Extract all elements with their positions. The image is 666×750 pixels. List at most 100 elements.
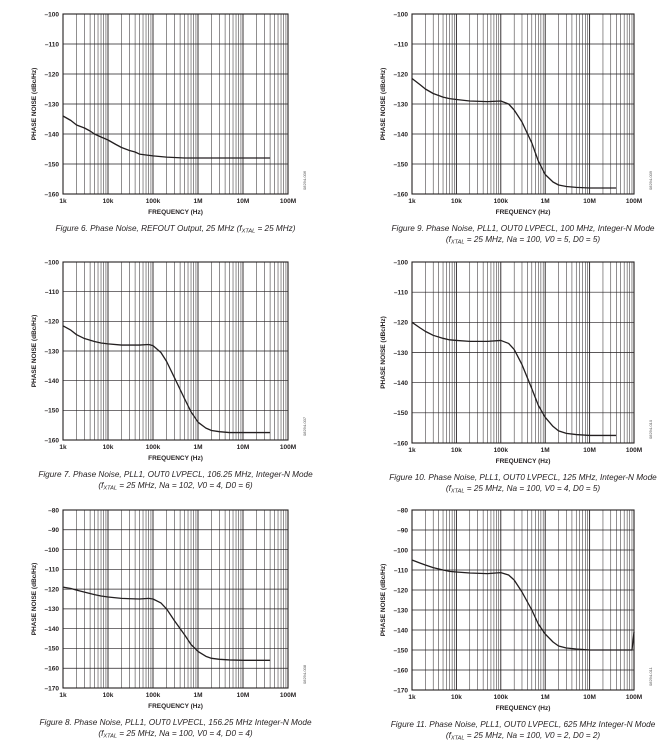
plot-frame [411,13,635,195]
x-axis-label: FREQUENCY (Hz) [496,458,551,465]
x-tick-label: 10k [451,198,462,205]
y-axis-label: PHASE NOISE (dBc/Hz) [380,564,387,637]
chart-panel-5: –80 –90 –100 –110 –120 –130 –140 –150 –160 –1701k… [380,507,656,741]
y-tick-label: –120 [45,319,60,326]
x-tick-label: 100M [626,447,642,454]
figure-id-label: 08294-009 [648,170,653,190]
y-tick-label: –150 [394,647,409,654]
y-tick-label: –110 [45,567,59,574]
x-tick-label: 100M [280,198,296,205]
caption-text: = 25 MHz, Na = 100, V0 = 2, D0 = 2) [464,731,600,740]
phase-noise-series-line [62,115,271,159]
x-tick-label: 10M [583,198,596,205]
x-tick-label: 10M [583,694,596,701]
caption-text: Figure 8. Phase Noise, PLL1, OUT0 LVPECL… [40,718,312,727]
caption-text: (f [98,729,104,738]
x-tick-label: 100M [280,692,296,699]
caption-subscript: XTAL [450,736,465,742]
phase-noise-series-line [62,586,271,661]
y-axis-label: PHASE NOISE (dBc/Hz) [31,315,38,388]
figure-caption-line-1: Figure 9. Phase Noise, PLL1, OUT0 LVPECL… [392,224,655,233]
x-axis-label: FREQUENCY (Hz) [496,209,551,216]
y-tick-label: –120 [45,586,60,593]
y-tick-label: –90 [48,527,59,534]
grid [411,13,635,195]
caption-text: = 25 MHz, Na = 100, V0 = 4, D0 = 4) [117,729,253,738]
y-tick-label: –140 [394,380,409,387]
y-tick-label: –110 [394,41,408,48]
caption-text: (f [446,484,452,493]
x-axis-label: FREQUENCY (Hz) [148,455,203,462]
y-tick-label: –110 [394,567,408,574]
figure-id-label: 08294-008 [302,664,307,684]
x-tick-label: 1k [59,198,67,205]
x-tick-label: 10k [103,444,114,451]
y-tick-label: –110 [45,289,59,296]
y-tick-label: –150 [45,646,60,653]
caption-text: (f [446,731,452,740]
figure-caption-line-2: (fXTAL = 25 MHz, Na = 102, V0 = 4, D0 = … [98,481,252,492]
x-tick-label: 1k [408,447,416,454]
y-tick-label: –130 [45,101,60,108]
figure-id-label: 08294-011 [648,666,653,686]
caption-text: = 25 MHz, Na = 102, V0 = 4, D0 = 6) [117,481,253,490]
y-tick-label: –100 [394,11,409,18]
figure-caption-line-2: (fXTAL = 25 MHz, Na = 100, V0 = 4, D0 = … [446,484,600,495]
caption-text: = 25 MHz) [255,224,296,233]
y-tick-label: –140 [394,627,409,634]
x-tick-label: 1k [59,692,67,699]
plot-frame [62,261,289,441]
figure-caption-line-1: Figure 7. Phase Noise, PLL1, OUT0 LVPECL… [38,470,313,479]
caption-text: Figure 11. Phase Noise, PLL1, OUT0 LVPEC… [391,720,656,729]
figure-caption-line-2: (fXTAL = 25 MHz, Na = 100, V0 = 4, D0 = … [98,729,252,740]
y-tick-label: –120 [394,587,409,594]
x-tick-label: 1M [541,447,550,454]
y-tick-label: –160 [45,437,60,444]
y-tick-label: –80 [48,507,59,514]
figure-id-label: 08294-006 [302,170,307,190]
phase-noise-series-line [411,321,617,437]
y-tick-label: –130 [45,606,60,613]
caption-text: Figure 7. Phase Noise, PLL1, OUT0 LVPECL… [38,470,313,479]
caption-subscript: XTAL [241,229,256,235]
caption-subscript: XTAL [450,240,465,246]
x-tick-label: 1M [193,692,202,699]
y-tick-label: –120 [394,71,409,78]
x-tick-label: 10M [237,198,250,205]
y-tick-label: –160 [45,191,60,198]
x-tick-label: 100k [494,694,509,701]
x-axis-label: FREQUENCY (Hz) [496,705,551,712]
plot-frame [62,13,289,195]
caption-text: (f [98,481,104,490]
y-tick-label: –100 [394,259,409,266]
x-tick-label: 100k [146,198,161,205]
x-tick-label: 1M [193,198,202,205]
caption-text: Figure 9. Phase Noise, PLL1, OUT0 LVPECL… [392,224,655,233]
y-tick-label: –110 [394,289,408,296]
y-tick-label: –130 [45,348,60,355]
y-tick-label: –140 [394,131,409,138]
x-tick-label: 1k [408,694,416,701]
y-tick-label: –140 [45,131,60,138]
y-tick-label: –80 [397,507,408,514]
y-tick-label: –160 [45,666,60,673]
y-tick-label: –100 [394,547,409,554]
x-tick-label: 100k [494,447,509,454]
x-tick-label: 10M [237,692,250,699]
x-tick-label: 1M [541,694,550,701]
x-axis-label: FREQUENCY (Hz) [148,209,203,216]
grid [62,13,289,195]
y-axis-label: PHASE NOISE (dBc/Hz) [31,68,38,141]
x-tick-label: 100M [626,198,642,205]
y-tick-label: –130 [394,607,409,614]
caption-subscript: XTAL [450,489,465,495]
figure-caption-line-1: Figure 6. Phase Noise, REFOUT Output, 25… [56,224,296,235]
x-tick-label: 100M [626,694,642,701]
x-tick-label: 1k [408,198,416,205]
y-tick-label: –130 [394,101,409,108]
y-tick-label: –140 [45,378,60,385]
x-tick-label: 10k [451,694,462,701]
